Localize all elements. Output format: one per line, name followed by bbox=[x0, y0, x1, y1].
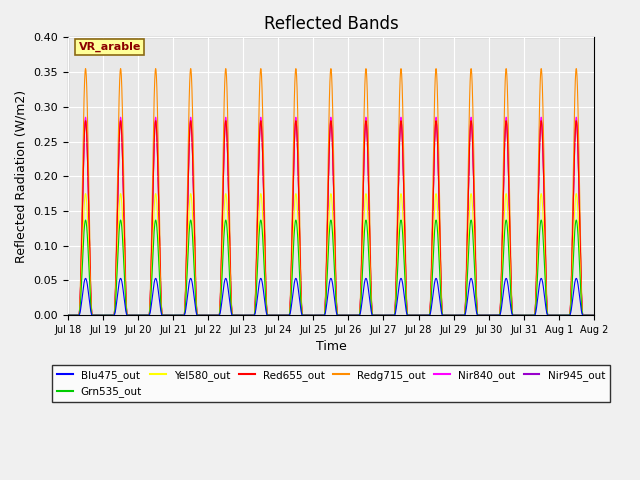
Line: Grn535_out: Grn535_out bbox=[68, 220, 594, 315]
Yel580_out bbox=[541, 273, 549, 278]
Yel580_out bbox=[127, 312, 135, 318]
Red655_out bbox=[590, 312, 598, 318]
Nir840_out bbox=[127, 312, 135, 318]
Nir945_out bbox=[127, 312, 135, 318]
Redg715_out bbox=[64, 312, 72, 318]
Grn535_out bbox=[266, 312, 273, 318]
Red655_out bbox=[64, 312, 72, 318]
Nir945_out bbox=[393, 241, 401, 247]
Red655_out bbox=[393, 241, 401, 247]
Line: Red655_out: Red655_out bbox=[68, 120, 594, 315]
Nir840_out bbox=[539, 142, 547, 148]
Nir840_out bbox=[541, 248, 549, 253]
Nir945_out bbox=[64, 312, 72, 318]
X-axis label: Time: Time bbox=[316, 340, 346, 353]
Red655_out bbox=[127, 312, 135, 318]
Grn535_out bbox=[590, 312, 598, 318]
Blu475_out bbox=[64, 312, 72, 318]
Yel580_out bbox=[539, 208, 547, 214]
Redg715_out bbox=[127, 312, 135, 318]
Redg715_out bbox=[541, 232, 549, 238]
Red655_out bbox=[562, 312, 570, 318]
Redg715_out bbox=[82, 66, 90, 72]
Grn535_out bbox=[127, 312, 135, 318]
Nir840_out bbox=[82, 114, 90, 120]
Yel580_out bbox=[82, 191, 90, 196]
Nir840_out bbox=[64, 312, 72, 318]
Nir945_out bbox=[539, 145, 547, 151]
Yel580_out bbox=[562, 312, 570, 318]
Red655_out bbox=[539, 145, 547, 151]
Nir840_out bbox=[562, 312, 570, 318]
Blu475_out bbox=[266, 312, 273, 318]
Grn535_out bbox=[562, 312, 570, 318]
Yel580_out bbox=[393, 268, 401, 274]
Y-axis label: Reflected Radiation (W/m2): Reflected Radiation (W/m2) bbox=[15, 90, 28, 263]
Blu475_out bbox=[393, 299, 401, 305]
Nir840_out bbox=[393, 240, 401, 245]
Redg715_out bbox=[590, 312, 598, 318]
Text: VR_arable: VR_arable bbox=[79, 42, 141, 52]
Yel580_out bbox=[266, 312, 273, 318]
Red655_out bbox=[82, 118, 90, 123]
Nir945_out bbox=[82, 118, 90, 123]
Grn535_out bbox=[82, 217, 90, 223]
Red655_out bbox=[541, 249, 549, 254]
Red655_out bbox=[266, 312, 273, 318]
Yel580_out bbox=[64, 312, 72, 318]
Line: Nir945_out: Nir945_out bbox=[68, 120, 594, 315]
Line: Redg715_out: Redg715_out bbox=[68, 69, 594, 315]
Blu475_out bbox=[562, 312, 570, 318]
Nir945_out bbox=[590, 312, 598, 318]
Nir840_out bbox=[266, 312, 273, 318]
Blu475_out bbox=[127, 312, 135, 318]
Redg715_out bbox=[562, 312, 570, 318]
Legend: Blu475_out, Grn535_out, Yel580_out, Red655_out, Redg715_out, Nir840_out, Nir945_: Blu475_out, Grn535_out, Yel580_out, Red6… bbox=[52, 365, 610, 402]
Redg715_out bbox=[266, 312, 273, 318]
Redg715_out bbox=[539, 100, 547, 106]
Line: Yel580_out: Yel580_out bbox=[68, 193, 594, 315]
Blu475_out bbox=[539, 281, 547, 287]
Blu475_out bbox=[590, 312, 598, 318]
Yel580_out bbox=[590, 312, 598, 318]
Line: Nir840_out: Nir840_out bbox=[68, 117, 594, 315]
Nir945_out bbox=[541, 249, 549, 254]
Title: Reflected Bands: Reflected Bands bbox=[264, 15, 398, 33]
Grn535_out bbox=[541, 281, 549, 287]
Grn535_out bbox=[393, 277, 401, 283]
Nir945_out bbox=[562, 312, 570, 318]
Grn535_out bbox=[539, 230, 547, 236]
Redg715_out bbox=[393, 222, 401, 228]
Blu475_out bbox=[82, 276, 90, 281]
Blu475_out bbox=[541, 300, 549, 306]
Nir840_out bbox=[590, 312, 598, 318]
Grn535_out bbox=[64, 312, 72, 318]
Line: Blu475_out: Blu475_out bbox=[68, 278, 594, 315]
Nir945_out bbox=[266, 312, 273, 318]
